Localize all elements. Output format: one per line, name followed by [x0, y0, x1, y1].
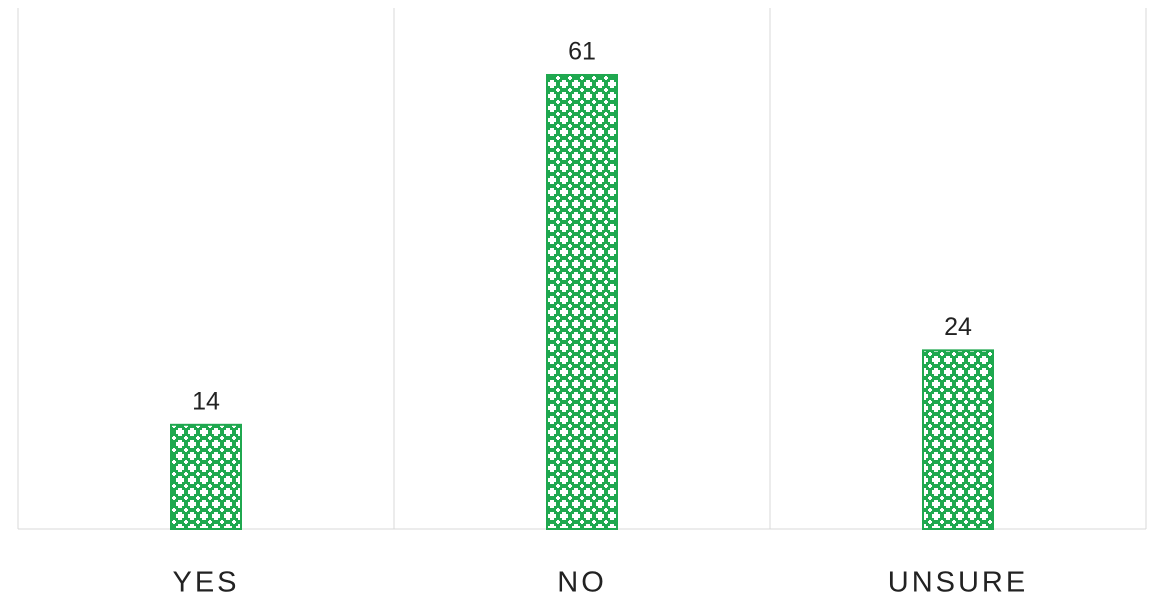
data-label: 61 — [568, 38, 596, 66]
x-tick-label: UNSURE — [888, 567, 1028, 599]
bar — [922, 349, 994, 530]
bar — [170, 423, 242, 530]
data-label: 14 — [192, 387, 220, 415]
x-tick-label: YES — [172, 567, 239, 599]
bar — [546, 73, 618, 530]
data-label: 24 — [944, 313, 972, 341]
x-tick-label: NO — [557, 567, 607, 599]
